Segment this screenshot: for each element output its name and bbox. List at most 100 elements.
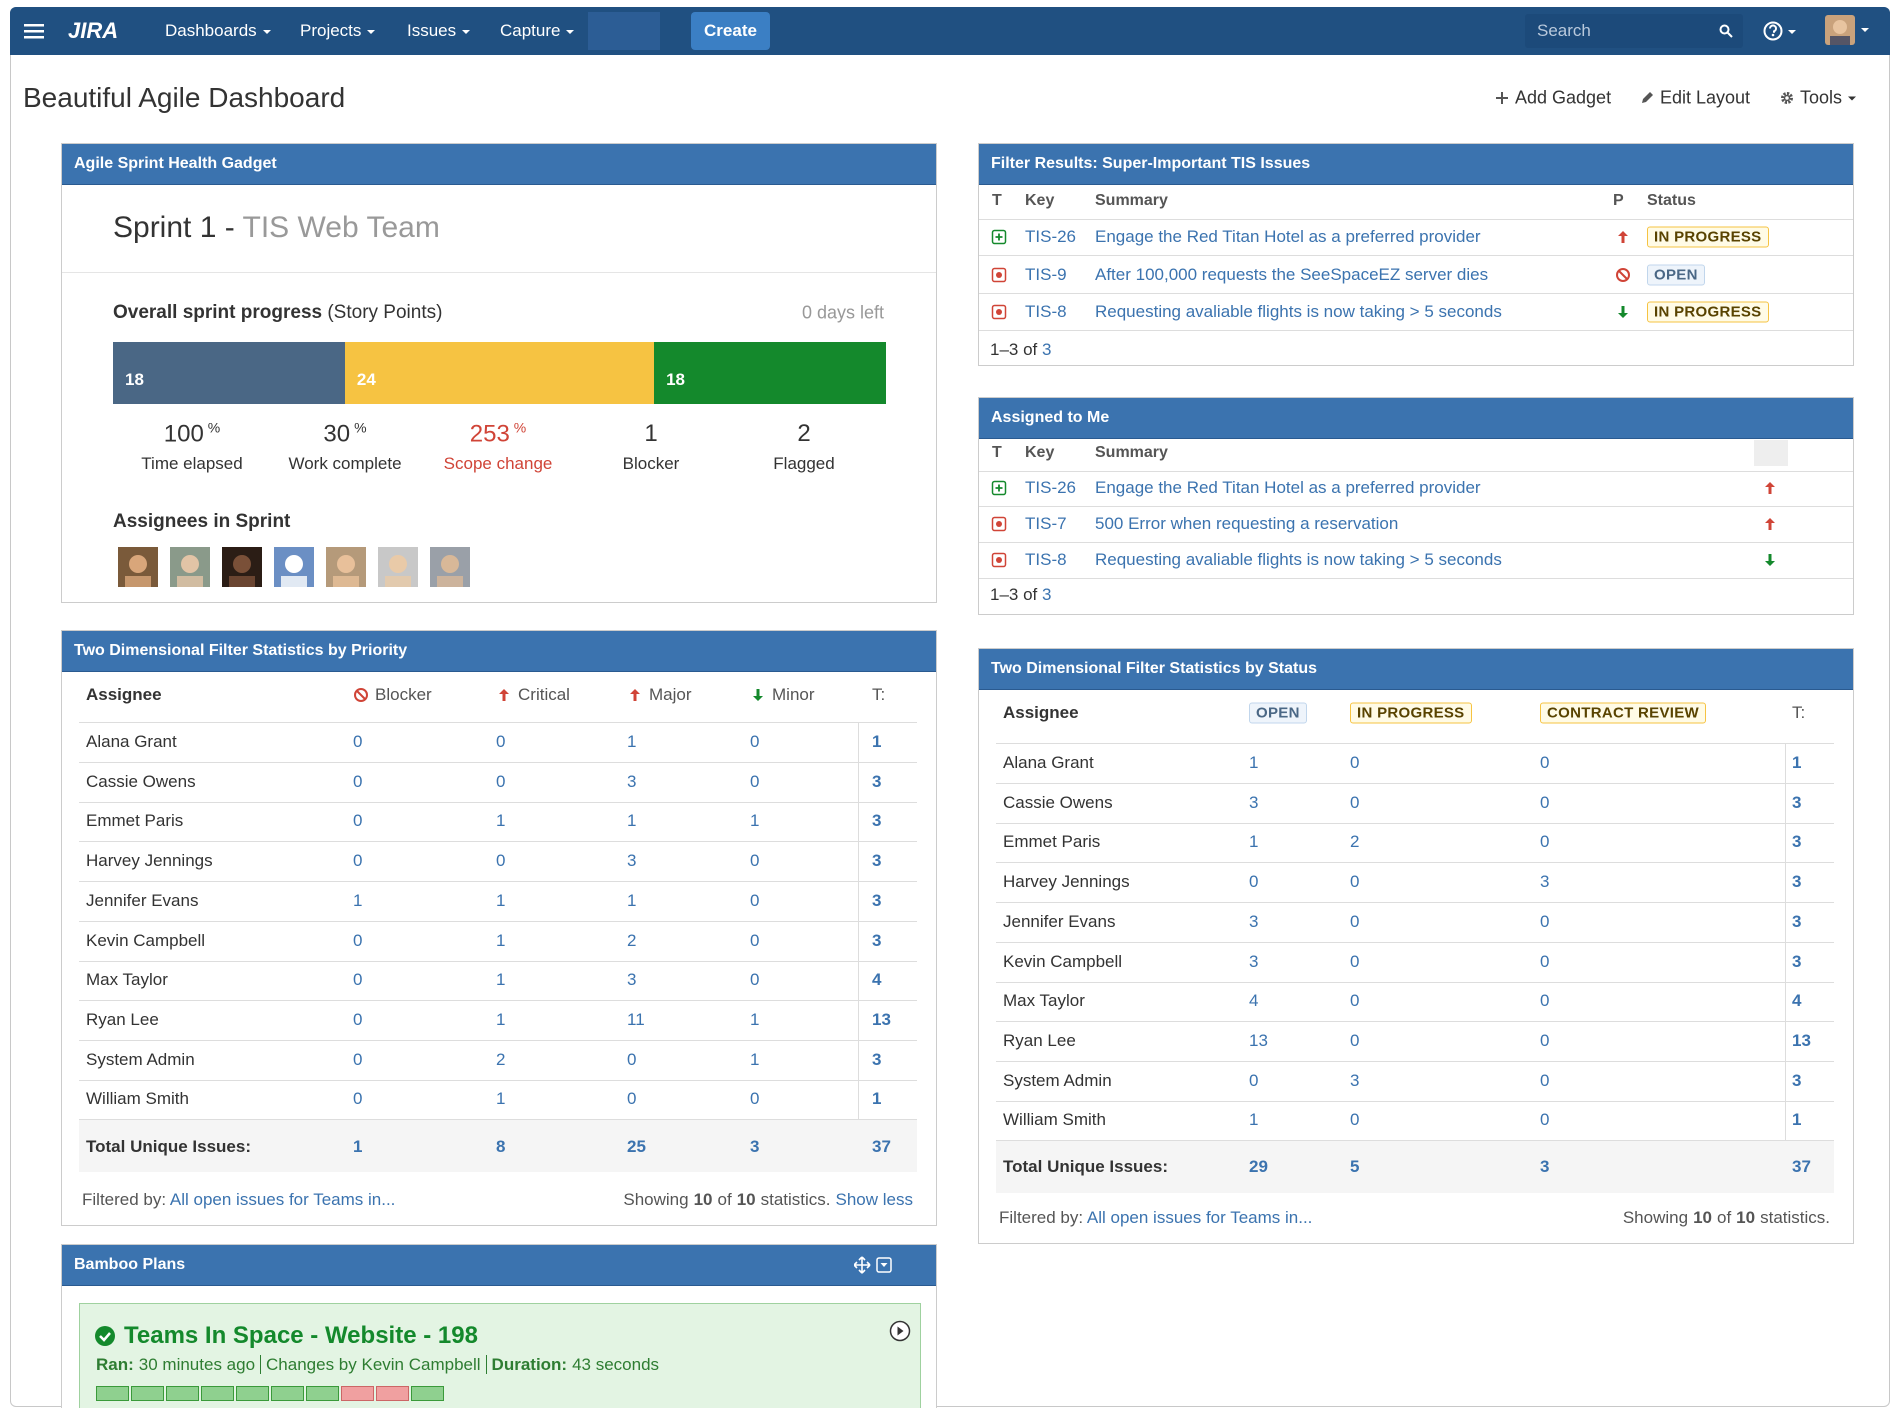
stat-count[interactable]: 0 — [1350, 792, 1360, 812]
stat-count[interactable]: 0 — [1350, 951, 1360, 971]
issue-summary[interactable]: After 100,000 requests the SeeSpaceEZ se… — [1095, 265, 1489, 284]
assignee-avatar[interactable] — [274, 547, 314, 587]
stat-count[interactable]: 3 — [1792, 792, 1802, 812]
stat-count[interactable]: 0 — [1540, 911, 1550, 931]
assignee-avatar[interactable] — [170, 547, 210, 587]
create-button[interactable]: Create — [691, 12, 770, 50]
action-icon[interactable] — [1640, 91, 1654, 105]
stat-count[interactable]: 1 — [627, 890, 637, 910]
stat-count[interactable]: 1 — [750, 811, 760, 831]
stat-count[interactable]: 1 — [1792, 753, 1802, 772]
stat-count[interactable]: 0 — [353, 930, 363, 950]
stat-count[interactable]: 3 — [1249, 951, 1259, 971]
stat-count[interactable]: 13 — [1792, 1030, 1811, 1050]
stat-count[interactable]: 0 — [1540, 1070, 1550, 1090]
stat-count[interactable]: 1 — [496, 970, 506, 990]
stat-count[interactable]: 1 — [750, 1009, 760, 1029]
stat-count[interactable]: 0 — [750, 771, 760, 791]
stat-count[interactable]: 3 — [1350, 1070, 1360, 1090]
stat-count[interactable]: 0 — [353, 811, 363, 831]
run-button[interactable] — [889, 1320, 911, 1342]
stat-count[interactable]: 3 — [1792, 872, 1802, 892]
stat-count[interactable]: 3 — [627, 851, 637, 871]
stat-count[interactable]: 0 — [1249, 1070, 1259, 1090]
total-count[interactable]: 5 — [1350, 1157, 1360, 1176]
total-count[interactable]: 3 — [750, 1137, 760, 1156]
assignee-avatar[interactable] — [326, 547, 366, 587]
issue-key[interactable]: TIS-9 — [1025, 265, 1067, 284]
assignee-avatar[interactable] — [430, 547, 470, 587]
stat-count[interactable]: 0 — [750, 970, 760, 990]
stat-count[interactable]: 0 — [1350, 1110, 1360, 1130]
dashboard-action[interactable]: Add Gadget — [1515, 87, 1612, 108]
stat-count[interactable]: 0 — [1540, 1110, 1550, 1130]
stat-count[interactable]: 0 — [353, 1009, 363, 1029]
stat-count[interactable]: 1 — [1792, 1110, 1802, 1130]
stat-count[interactable]: 0 — [496, 732, 506, 751]
issue-summary[interactable]: Engage the Red Titan Hotel as a preferre… — [1095, 478, 1481, 497]
stat-count[interactable]: 0 — [1540, 1030, 1550, 1050]
logo[interactable]: JIRA — [68, 18, 119, 43]
stat-count[interactable]: 3 — [872, 930, 882, 950]
total-count[interactable]: 37 — [872, 1137, 891, 1156]
action-icon[interactable] — [1780, 91, 1794, 105]
dashboard-action[interactable]: Tools — [1800, 88, 1857, 109]
stat-count[interactable]: 0 — [353, 970, 363, 990]
stat-count[interactable]: 0 — [1540, 792, 1550, 812]
stat-count[interactable]: 0 — [627, 1049, 637, 1069]
nav-menu[interactable]: Issues — [407, 21, 471, 41]
nav-menu[interactable]: Projects — [300, 21, 376, 41]
stat-count[interactable]: 0 — [1540, 753, 1550, 772]
stat-count[interactable]: 0 — [1350, 1030, 1360, 1050]
stat-count[interactable]: 3 — [627, 771, 637, 791]
stat-count[interactable]: 2 — [1350, 832, 1360, 852]
total-count[interactable]: 8 — [496, 1137, 506, 1156]
stat-count[interactable]: 3 — [1249, 911, 1259, 931]
stat-count[interactable]: 3 — [872, 851, 882, 871]
stat-count[interactable]: 0 — [750, 1089, 760, 1109]
stat-count[interactable]: 0 — [627, 1089, 637, 1109]
nav-menu[interactable]: Dashboards — [165, 21, 271, 41]
stat-count[interactable]: 1 — [353, 890, 363, 910]
stat-count[interactable]: 3 — [1792, 832, 1802, 852]
filter-link[interactable]: All open issues for Teams in... — [169, 1190, 396, 1209]
stat-count[interactable]: 0 — [353, 732, 363, 751]
stat-count[interactable]: 0 — [750, 930, 760, 950]
stat-count[interactable]: 3 — [1249, 792, 1259, 812]
stat-count[interactable]: 4 — [872, 970, 882, 990]
stat-count[interactable]: 1 — [496, 930, 506, 950]
stat-count[interactable]: 0 — [750, 851, 760, 871]
issue-key[interactable]: TIS-26 — [1025, 478, 1077, 497]
stat-count[interactable]: 0 — [496, 851, 506, 871]
gadget-controls[interactable] — [854, 1256, 894, 1274]
stat-count[interactable]: 1 — [872, 1089, 882, 1109]
stat-count[interactable]: 3 — [872, 771, 882, 791]
total[interactable]: 3 — [1042, 340, 1052, 359]
action-icon[interactable] — [1495, 91, 1509, 105]
stat-count[interactable]: 0 — [1540, 951, 1550, 971]
show-less[interactable]: Show less — [835, 1190, 913, 1209]
stat-count[interactable]: 0 — [496, 771, 506, 791]
stat-count[interactable]: 3 — [1792, 1070, 1802, 1090]
nav-menu-label[interactable]: Issues — [407, 21, 457, 40]
issue-summary[interactable]: Engage the Red Titan Hotel as a preferre… — [1095, 227, 1481, 246]
stat-count[interactable]: 3 — [872, 811, 882, 831]
stat-count[interactable]: 0 — [1350, 991, 1360, 1011]
stat-count[interactable]: 0 — [750, 732, 760, 751]
plan-name[interactable]: Teams In Space - Website - 198 — [124, 1322, 478, 1349]
assignee-avatar[interactable] — [378, 547, 418, 587]
total-count[interactable]: 37 — [1792, 1157, 1811, 1176]
stat-count[interactable]: 1 — [496, 1009, 506, 1029]
help-icon[interactable] — [1762, 20, 1798, 42]
issue-summary[interactable]: 500 Error when requesting a reservation — [1095, 514, 1399, 533]
stat-count[interactable]: 0 — [353, 1049, 363, 1069]
stat-count[interactable]: 3 — [627, 970, 637, 990]
stat-count[interactable]: 0 — [1249, 872, 1259, 892]
nav-menu-label[interactable]: Dashboards — [165, 21, 257, 40]
stat-count[interactable]: 0 — [1350, 911, 1360, 931]
dashboard-action[interactable]: Edit Layout — [1660, 87, 1751, 108]
total-count[interactable]: 29 — [1249, 1157, 1268, 1176]
stat-count[interactable]: 1 — [496, 890, 506, 910]
stat-count[interactable]: 2 — [627, 930, 637, 950]
total[interactable]: 3 — [1042, 585, 1052, 604]
